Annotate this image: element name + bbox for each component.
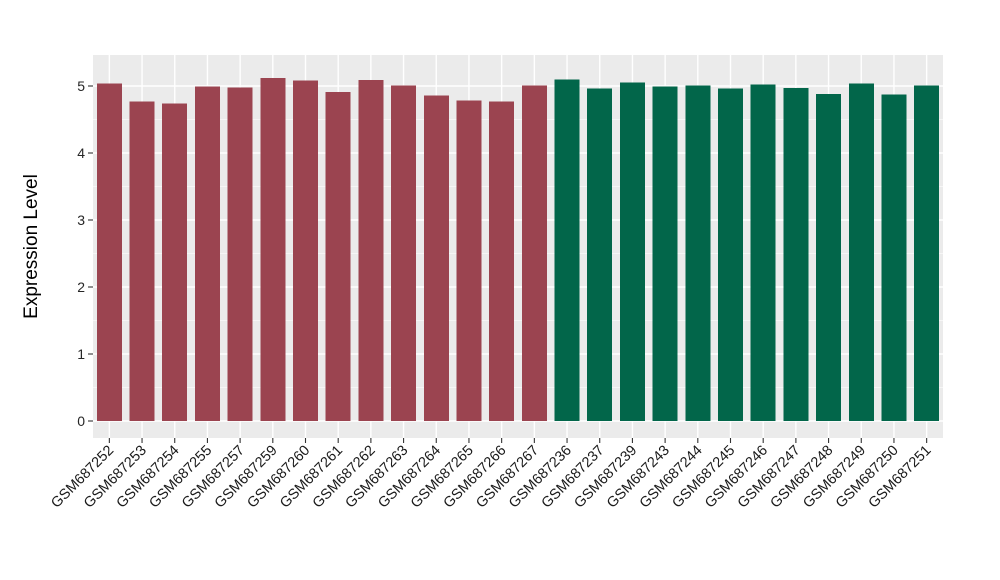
bar-GSM687255 — [194, 86, 220, 422]
y-tick-label-3: 3 — [77, 212, 85, 228]
bar-GSM687239 — [619, 82, 645, 422]
bar-GSM687264 — [423, 95, 449, 421]
y-axis-title: Expression Level — [21, 174, 42, 319]
bar-GSM687266 — [489, 101, 515, 421]
bar-GSM687267 — [521, 85, 547, 421]
bar-GSM687257 — [227, 87, 253, 421]
bar-GSM687263 — [391, 85, 417, 421]
bar-GSM687259 — [260, 77, 286, 422]
bar-GSM687246 — [750, 84, 776, 421]
bar-GSM687260 — [293, 80, 318, 421]
bar-GSM687249 — [848, 83, 874, 421]
bar-GSM687237 — [587, 88, 613, 422]
bar-GSM687245 — [718, 88, 743, 422]
y-tick-label-2: 2 — [77, 279, 85, 295]
bar-GSM687243 — [652, 86, 678, 422]
y-tick-label-4: 4 — [77, 145, 85, 161]
bar-GSM687262 — [358, 79, 384, 421]
bar-GSM687248 — [816, 94, 842, 421]
bar-GSM687254 — [162, 103, 188, 422]
bar-GSM687251 — [914, 85, 940, 421]
panel-background — [93, 55, 943, 438]
bar-GSM687252 — [96, 83, 122, 421]
y-tick-label-1: 1 — [77, 346, 85, 362]
bar-GSM687265 — [456, 100, 482, 422]
bar-GSM687253 — [129, 101, 155, 421]
y-tick-label-0: 0 — [77, 413, 85, 429]
bar-GSM687236 — [554, 79, 580, 422]
plot-area: 012345GSM687252GSM687253GSM687254GSM6872… — [48, 55, 943, 511]
bar-GSM687261 — [325, 92, 351, 421]
y-tick-label-5: 5 — [77, 78, 85, 94]
bar-GSM687250 — [881, 94, 907, 422]
bar-GSM687244 — [685, 85, 711, 421]
bar-GSM687247 — [783, 88, 809, 421]
